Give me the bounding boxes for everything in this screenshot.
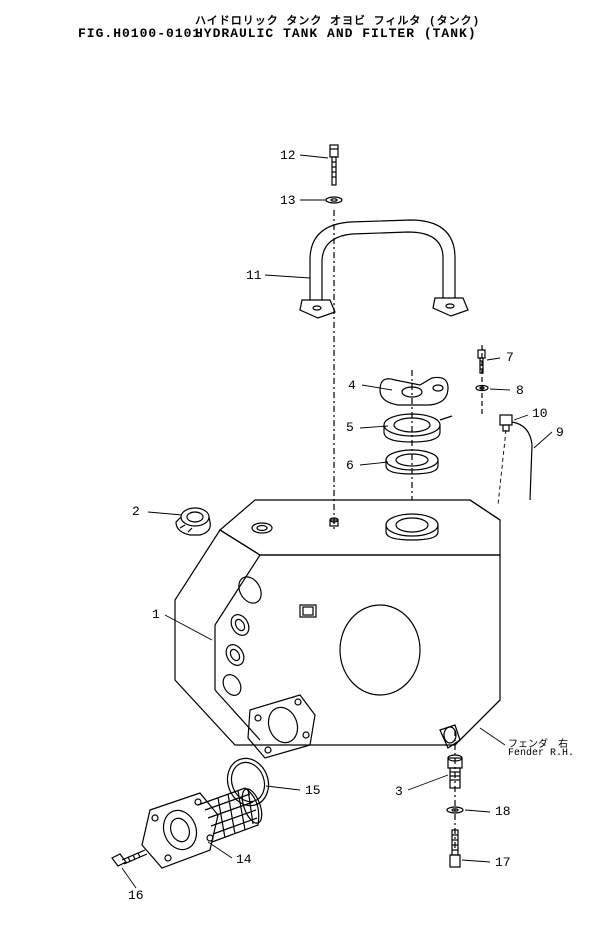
part-17-bolt [450, 830, 460, 867]
callout-8: 8 [516, 383, 524, 398]
callout-4: 4 [348, 378, 356, 393]
part-12-bolt [330, 145, 338, 185]
callout-15: 15 [305, 783, 321, 798]
callout-5: 5 [346, 420, 354, 435]
callout-12: 12 [280, 148, 296, 163]
callout-1: 1 [152, 607, 160, 622]
callout-9: 9 [556, 425, 564, 440]
part-2-plug [176, 508, 210, 535]
part-11-handle [300, 220, 468, 318]
callout-6: 6 [346, 458, 354, 473]
exploded-diagram [0, 0, 597, 931]
part-9-rod [512, 422, 532, 500]
callout-18: 18 [495, 804, 511, 819]
callout-7: 7 [506, 350, 514, 365]
part-1-tank [175, 500, 500, 758]
callout-17: 17 [495, 855, 511, 870]
part-16-bolt [112, 850, 147, 866]
note-fender-en: Fender R.H. [508, 748, 574, 759]
callout-10: 10 [532, 406, 548, 421]
part-4-cap [380, 377, 448, 405]
callout-14: 14 [236, 852, 252, 867]
callout-11: 11 [246, 268, 262, 283]
callout-13: 13 [280, 193, 296, 208]
part-10-plug [500, 415, 512, 431]
callout-2: 2 [132, 504, 140, 519]
callout-16: 16 [128, 888, 144, 903]
part-13-washer [326, 197, 342, 203]
callout-3: 3 [395, 784, 403, 799]
part-5-ring [384, 414, 452, 442]
